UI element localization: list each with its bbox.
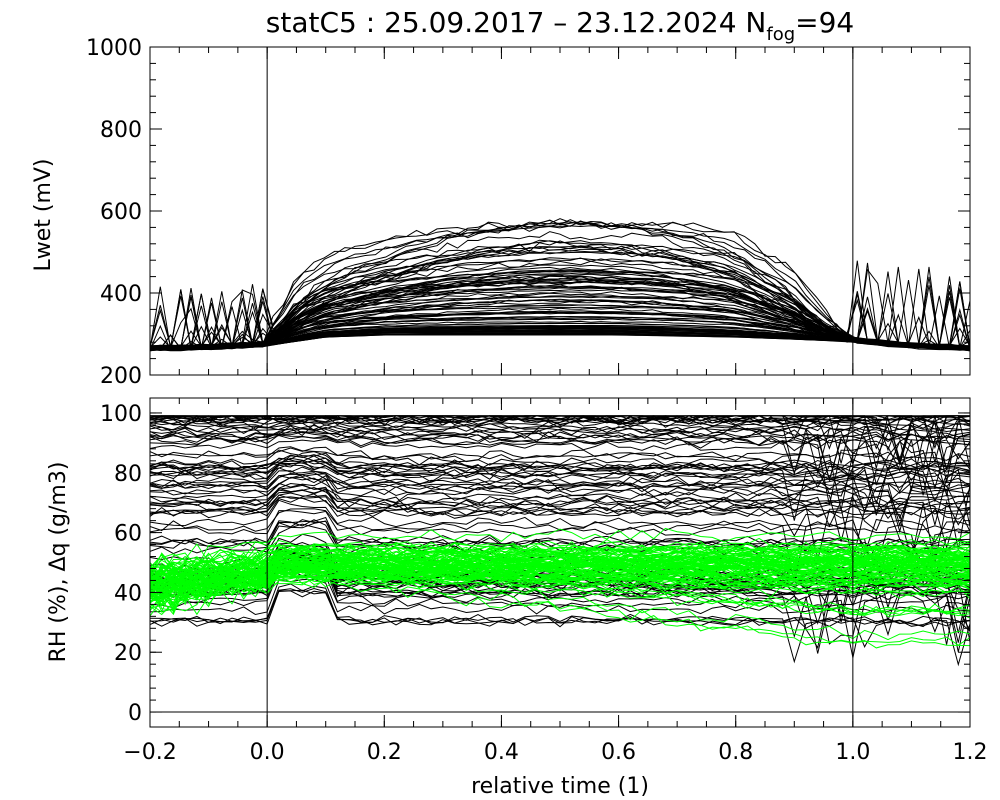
y-tick-label: 400 [100,282,142,307]
y-tick-label: 0 [128,701,142,726]
lwet-event-line [150,220,970,349]
rh-event-line [150,470,970,488]
rh-event-line [150,415,970,471]
dq-event-line [150,540,970,573]
chart-title: statC5 : 25.09.2017 – 23.12.2024 Nfog=94 [266,6,854,45]
y-tick-label: 20 [114,641,142,666]
rh-event-line [150,446,970,498]
x-axis-title: relative time (1) [471,774,649,799]
y-tick-label: 100 [100,402,142,427]
rh-event-line [150,519,970,549]
rh-event-line [150,510,970,584]
dq-event-line [150,557,970,616]
rh-event-line [150,583,970,632]
rh-event-line [150,482,970,520]
rh-event-line [150,493,970,520]
x-tick-label: 0.8 [718,740,753,765]
lwet-event-line [150,270,970,349]
dq-event-line [150,541,970,584]
chart-title-suffix: =94 [795,6,854,39]
rh-event-line [150,455,970,471]
dq-event-line [150,564,970,613]
rh-event-line [150,499,970,556]
rh-event-line [150,494,970,532]
dq-event-line [150,573,970,616]
x-tick-label: 0.0 [250,740,285,765]
dq-event-line [150,556,970,590]
rh-event-line [150,457,970,527]
dq-event-line [150,541,970,578]
lwet-event-line [150,289,970,351]
rh-event-line [150,418,970,450]
rh-event-line [150,415,970,469]
y-tick-label: 1000 [86,36,142,61]
dq-event-line [150,567,970,619]
rh-event-line [150,438,970,506]
dq-event-line [150,577,970,616]
x-tick-label: −0.2 [123,740,176,765]
rh-event-line [150,460,970,514]
rh-event-line [150,479,970,542]
y-tick-label: 80 [114,462,142,487]
rh-dq-panel: 0 20 40 60 80 100 −0.2 0.0 0.2 0.4 0.6 0.8 1.0 1.2 [100,397,988,765]
rh-event-line [150,423,970,439]
lwet-event-line [150,277,970,349]
chart-title-main: statC5 : 25.09.2017 – 23.12.2024 N [266,6,767,39]
dq-event-line [150,545,970,577]
lwet-event-line [150,275,970,350]
x-tick-label: 0.2 [367,740,402,765]
lwet-event-line [150,285,970,349]
x-tick-label: 1.2 [953,740,988,765]
y-tick-label: 800 [100,118,142,143]
rh-event-line [150,472,970,550]
dq-event-line [150,569,970,616]
lwet-event-line [150,320,970,349]
rh-event-line [150,421,970,474]
dq-event-line [150,555,970,606]
y-tick-label: 200 [100,364,142,389]
lwet-event-line [150,245,970,351]
chart-title-subscript: fog [766,24,795,45]
rh-event-line [150,484,970,565]
rh-event-line [150,489,970,561]
rh-event-line [150,463,970,481]
dq-event-line [150,574,970,611]
rh-event-line [150,486,970,528]
rh-event-line [150,492,970,561]
lwet-event-line [150,306,970,350]
x-tick-label: 0.4 [484,740,519,765]
x-tick-label: 1.0 [835,740,870,765]
rh-dq-series-group [150,415,970,667]
rh-event-line [150,476,970,520]
rh-event-line [150,462,970,526]
x-tick-label: 0.6 [601,740,636,765]
y-tick-label: 40 [114,581,142,606]
dq-event-line [150,527,970,577]
dq-event-line [150,572,970,646]
lwet-panel: 200 400 600 800 1000 [86,36,971,389]
lwet-event-line [150,269,970,350]
rh-event-line [150,590,970,648]
bottom-y-axis-title: RH (%), Δq (g/m3) [46,462,71,663]
dq-event-line [150,544,970,589]
rh-event-line [150,434,970,491]
lwet-series-group [150,218,970,352]
rh-event-line [150,415,970,427]
top-y-axis-title: Lwet (mV) [31,158,56,271]
dq-event-line [150,539,970,579]
y-tick-label: 60 [114,522,142,547]
dq-event-line [150,549,970,587]
rh-event-line [150,516,970,598]
dq-event-line [150,556,970,589]
y-tick-label: 600 [100,200,142,225]
lwet-event-line [150,218,970,349]
